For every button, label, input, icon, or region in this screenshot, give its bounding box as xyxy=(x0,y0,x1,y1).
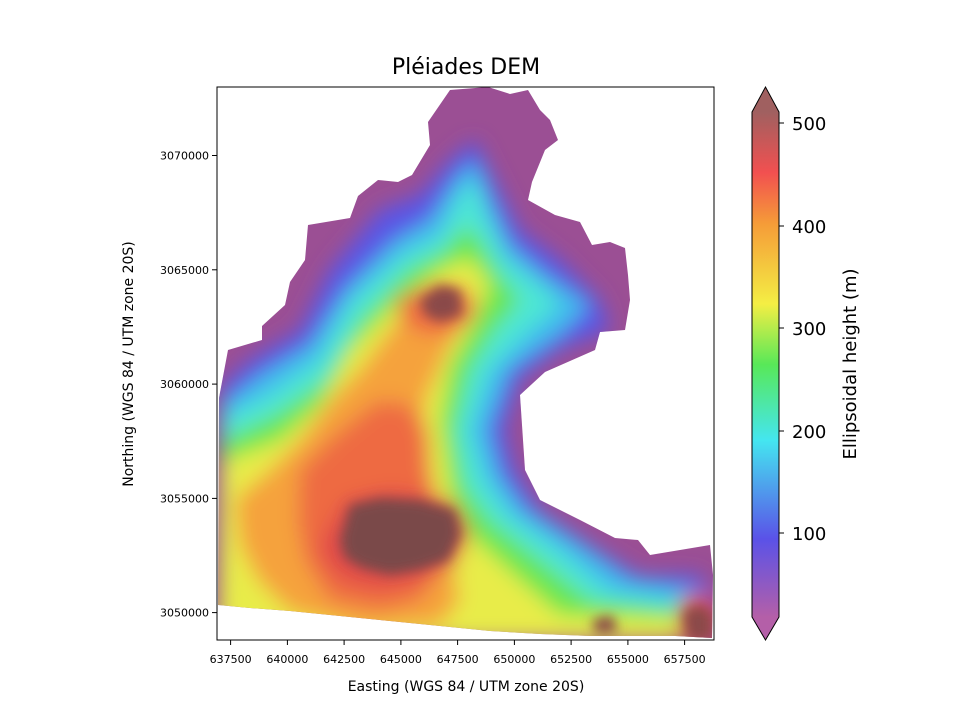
plot-area-frame xyxy=(216,86,715,641)
chart-title: Pléiades DEM xyxy=(392,55,540,80)
colorbar-tick-label: 100 xyxy=(792,524,826,545)
y-tick-label: 3060000 xyxy=(160,378,209,391)
y-tick-label: 3070000 xyxy=(160,150,209,163)
x-tick-label: 645000 xyxy=(380,653,422,666)
colorbar-tick-label: 200 xyxy=(792,422,826,443)
colorbar-label: Ellipsoidal height (m) xyxy=(840,268,861,459)
colorbar-tick-label: 400 xyxy=(792,217,826,238)
x-tick-label: 647500 xyxy=(437,653,479,666)
x-axis-label: Easting (WGS 84 / UTM zone 20S) xyxy=(348,679,585,695)
colorbar-tick-label: 500 xyxy=(792,114,826,135)
colorbar-extend-max xyxy=(752,87,779,112)
y-tick-label: 3055000 xyxy=(160,492,209,505)
x-tick-label: 657500 xyxy=(664,653,706,666)
y-tick-label: 3050000 xyxy=(160,607,209,620)
x-tick-label: 650000 xyxy=(493,653,535,666)
colorbar-gradient xyxy=(752,112,779,617)
x-tick-label: 652500 xyxy=(550,653,592,666)
elevation-raster xyxy=(218,87,713,638)
y-axis-ticks: 3050000 3055000 3060000 3065000 3070000 xyxy=(160,150,217,620)
x-tick-label: 655000 xyxy=(607,653,649,666)
y-axis-label: Northing (WGS 84 / UTM zone 20S) xyxy=(121,241,137,487)
x-tick-label: 640000 xyxy=(266,653,308,666)
x-axis-ticks: 637500 640000 642500 645000 647500 65000… xyxy=(210,640,706,666)
colorbar-outline xyxy=(751,85,780,641)
colorbar-extend-min xyxy=(752,617,779,640)
x-tick-label: 642500 xyxy=(323,653,365,666)
colorbar: 100 200 300 400 500 Ellipsoidal height (… xyxy=(751,85,861,641)
colorbar-tick-label: 300 xyxy=(792,319,826,340)
y-tick-label: 3065000 xyxy=(160,264,209,277)
x-tick-label: 637500 xyxy=(210,653,252,666)
